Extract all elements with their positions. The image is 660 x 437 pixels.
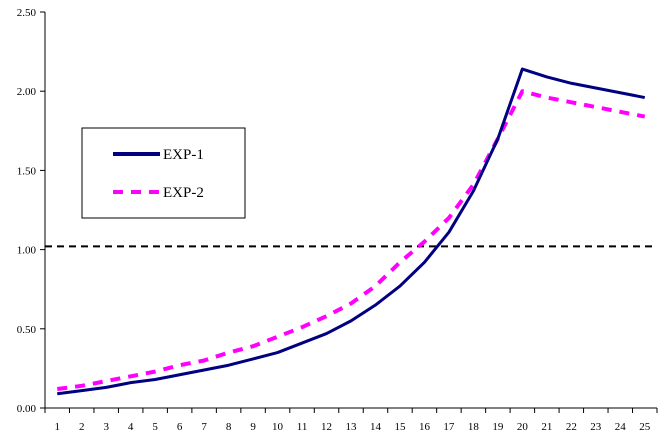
legend-label-exp-2: EXP-2 xyxy=(163,185,204,201)
y-axis: 0.00 0.50 1.00 1.50 2.00 2.50 xyxy=(17,7,45,415)
x-tick-label: 18 xyxy=(468,421,480,433)
x-tick-label: 24 xyxy=(615,421,627,433)
x-tick-label: 9 xyxy=(250,421,256,433)
x-tick-label: 23 xyxy=(590,421,602,433)
x-tick-label: 25 xyxy=(639,421,651,433)
series-line-exp-1 xyxy=(57,67,646,396)
x-tick-label: 2 xyxy=(79,421,85,433)
x-tick-label: 5 xyxy=(152,421,158,433)
x-tick-label: 13 xyxy=(346,421,358,433)
y-tick-label: 2.50 xyxy=(17,7,37,19)
x-tick-label: 16 xyxy=(419,421,431,433)
x-tick-label: 1 xyxy=(54,421,60,433)
x-tick-label: 4 xyxy=(128,421,134,433)
y-tick-label: 1.50 xyxy=(17,165,37,177)
y-tick-label: 0.00 xyxy=(17,403,37,415)
x-tick-label: 19 xyxy=(492,421,504,433)
x-tick-label: 15 xyxy=(394,421,406,433)
x-tick-label: 12 xyxy=(321,421,332,433)
y-tick-label: 0.50 xyxy=(17,324,37,336)
x-axis: 1 2 3 4 5 6 7 8 9 10 11 12 13 14 15 16 17 18 19 20 21 22 23 24 2… xyxy=(44,408,658,433)
legend-label-exp-1: EXP-1 xyxy=(163,147,204,163)
x-tick-label: 7 xyxy=(201,421,207,433)
y-tick-label: 1.00 xyxy=(17,245,37,257)
x-tick-label: 20 xyxy=(517,421,529,433)
x-tick-label: 6 xyxy=(177,421,183,433)
x-tick-label: 10 xyxy=(272,421,284,433)
x-tick-label: 14 xyxy=(370,421,382,433)
x-tick-label: 11 xyxy=(297,421,308,433)
y-tick-label: 2.00 xyxy=(17,86,37,98)
series-line-exp-2 xyxy=(56,89,646,391)
legend: EXP-1 EXP-2 xyxy=(81,127,246,219)
legend-box xyxy=(81,127,246,219)
x-tick-label: 22 xyxy=(566,421,577,433)
x-tick-label: 8 xyxy=(226,421,232,433)
x-tick-label: 17 xyxy=(443,421,455,433)
x-tick-label: 3 xyxy=(103,421,109,433)
x-tick-label: 21 xyxy=(541,421,552,433)
series-layer xyxy=(56,67,646,396)
